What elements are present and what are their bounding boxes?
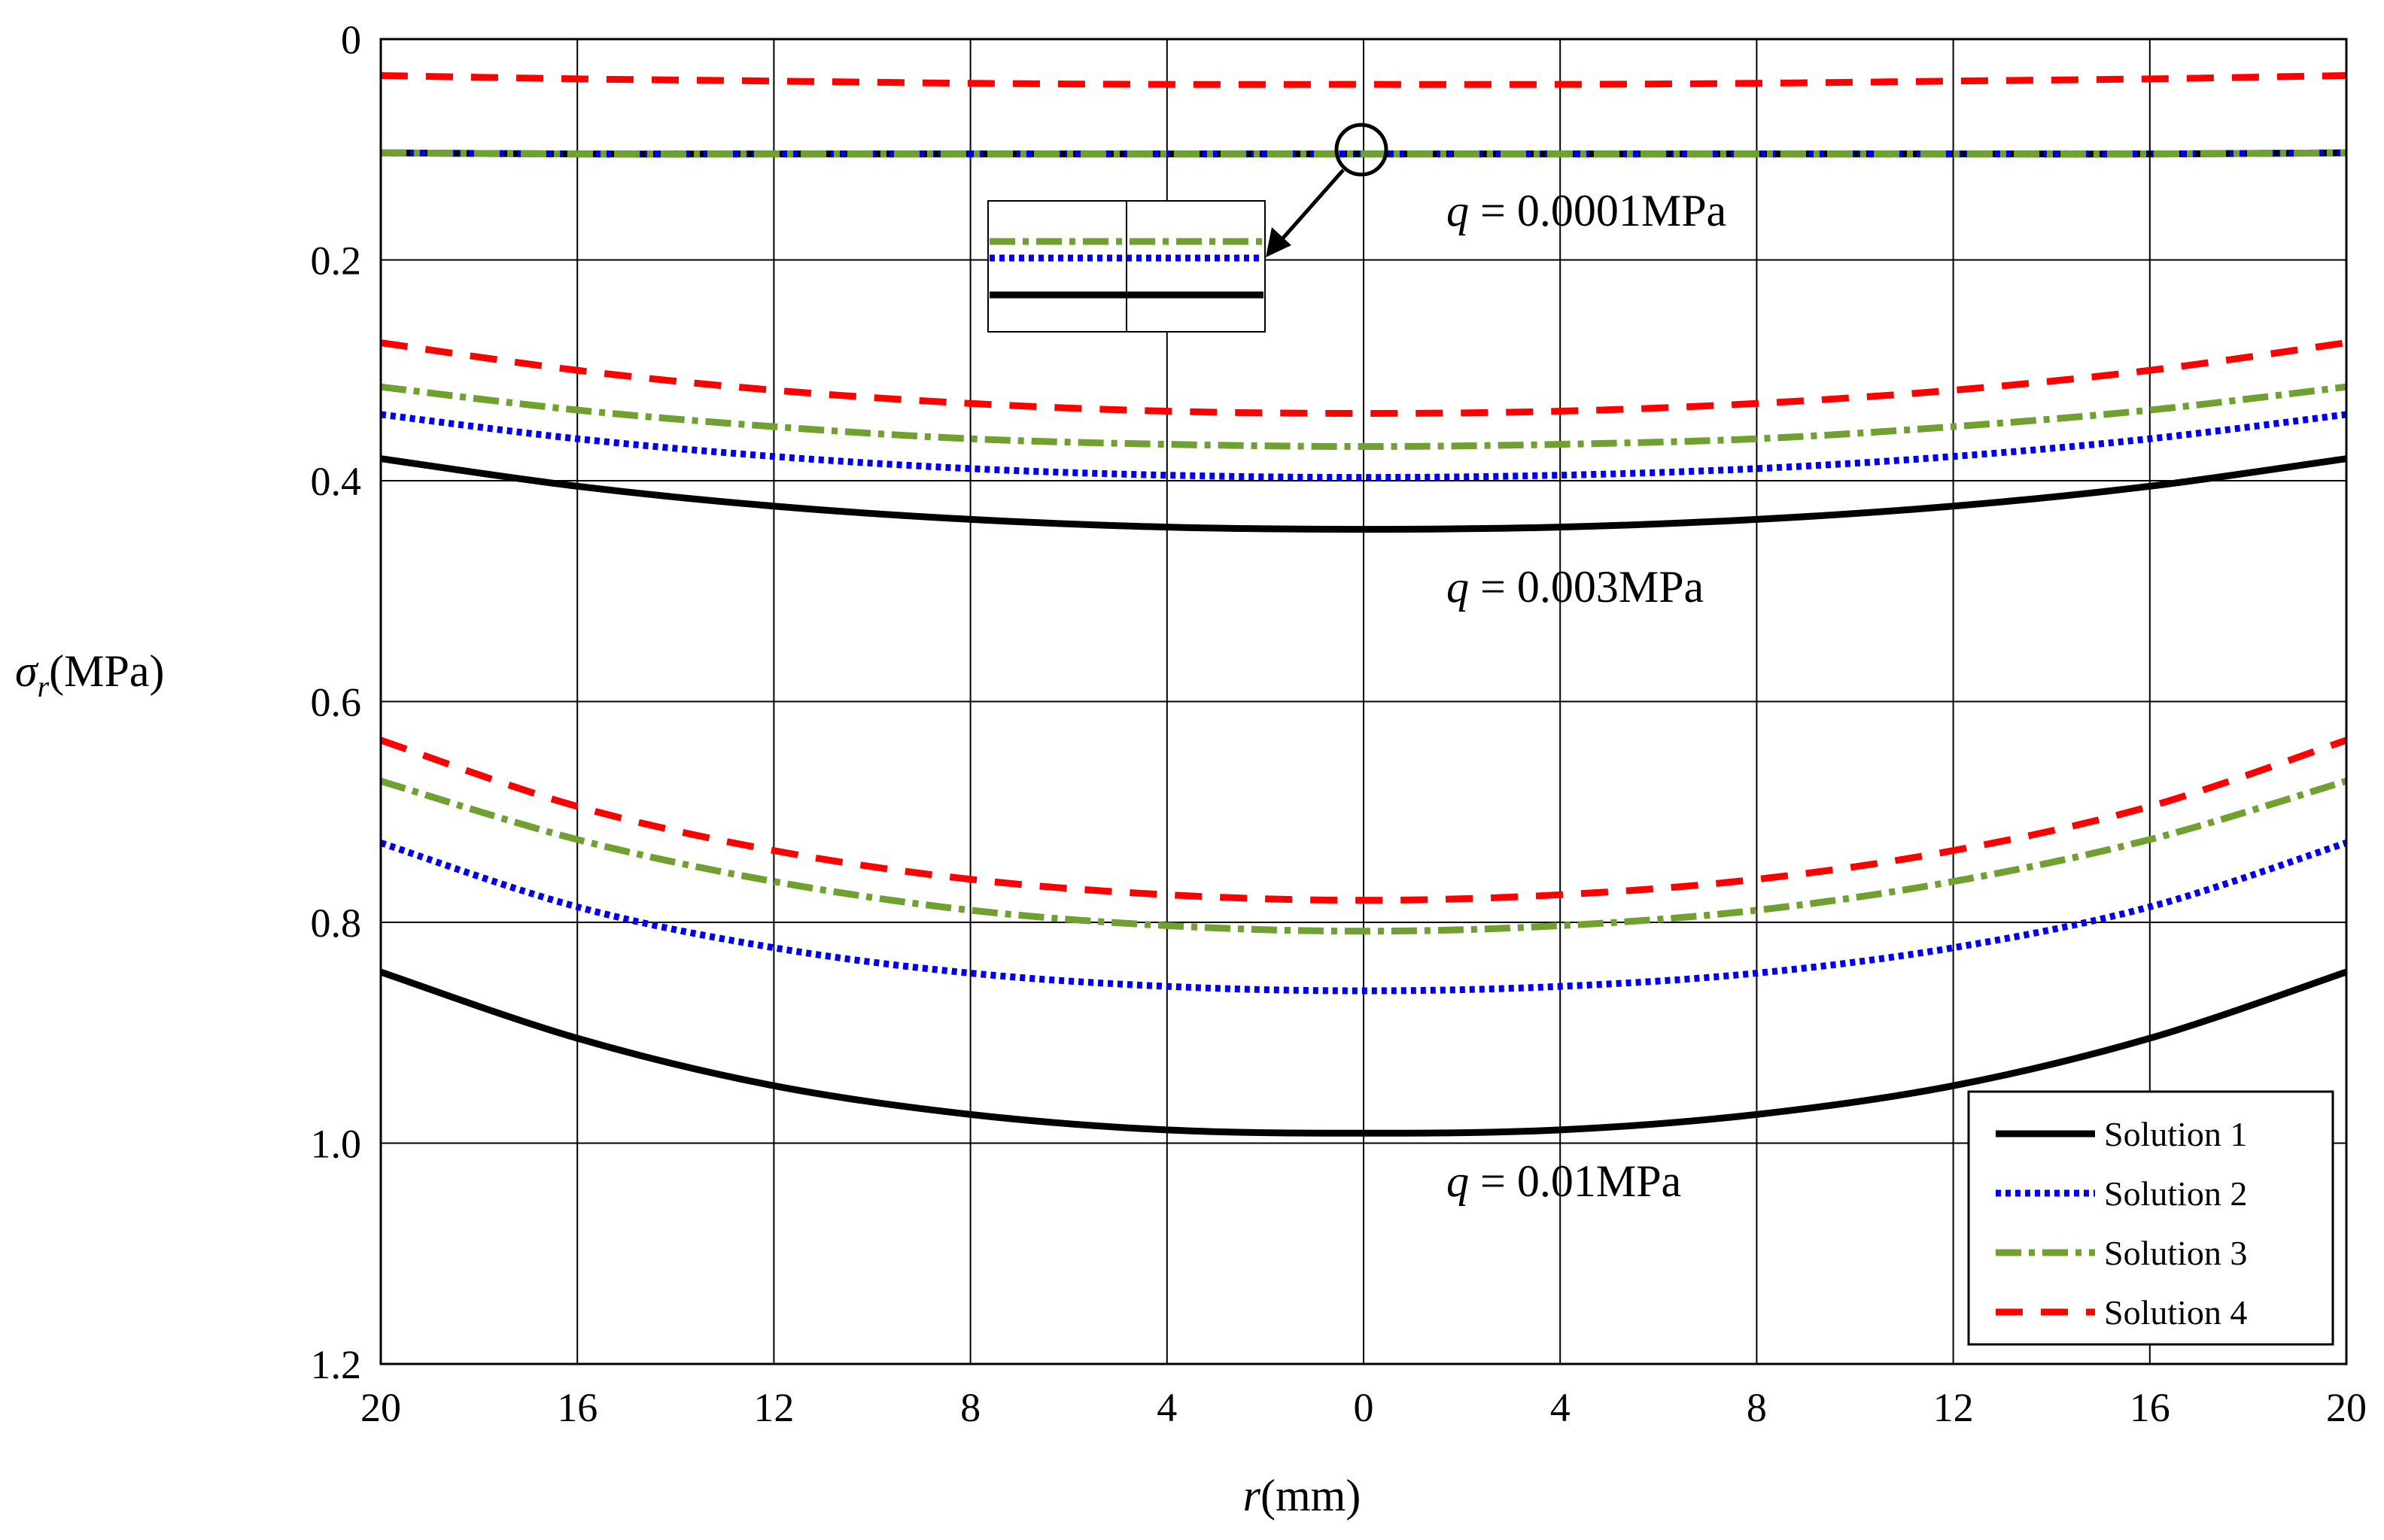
- load-symbol: q: [1446, 186, 1469, 235]
- y-tick-label: 0.4: [311, 459, 362, 504]
- zoom-callout: [987, 123, 1388, 333]
- load-symbol: q: [1446, 562, 1469, 612]
- load-label-2: q = 0.003MPa: [1446, 562, 1704, 612]
- x-axis-symbol: r: [1243, 1471, 1261, 1520]
- y-tick-label: 0.6: [311, 680, 362, 725]
- x-tick-label: 4: [1157, 1385, 1177, 1430]
- series-line-solution-1-group-3: [379, 968, 2348, 1137]
- series-line-solution-3-group-2: [380, 383, 2347, 451]
- zoom-circle: [1334, 123, 1388, 177]
- x-tick-labels: 20 16 12 8 4 0 4 8 12 16 20: [360, 1385, 2367, 1430]
- y-tick-label: 0.8: [311, 901, 362, 946]
- y-tick-label: 1.0: [311, 1122, 362, 1167]
- series-line-solution-4-group-2: [380, 339, 2347, 417]
- zoom-arrow: [1278, 169, 1345, 244]
- y-axis-symbol: σ: [15, 646, 39, 696]
- y-tick-label: 1.2: [311, 1342, 362, 1387]
- legend-label-solution-3: Solution 3: [2104, 1234, 2247, 1272]
- x-axis-unit: (mm): [1260, 1471, 1361, 1520]
- zoom-inset: [987, 200, 1266, 333]
- x-tick-label: 8: [1747, 1385, 1767, 1430]
- x-tick-label: 0: [1354, 1385, 1374, 1430]
- x-tick-label: 4: [1550, 1385, 1571, 1430]
- svg-text:r(mm): r(mm): [1243, 1471, 1361, 1520]
- x-tick-label: 16: [557, 1385, 598, 1430]
- series-line-solution-1-group-2: [380, 455, 2347, 533]
- load-label-1: q = 0.0001MPa: [1446, 186, 1726, 235]
- load-value: = 0.01MPa: [1469, 1156, 1681, 1206]
- load-symbol: q: [1446, 1156, 1469, 1206]
- series-line-solution-4-group-3: [379, 737, 2348, 904]
- y-axis-title: σr(MPa): [15, 646, 164, 703]
- svg-text:σr(MPa): σr(MPa): [15, 646, 164, 703]
- series-line-solution-4-group-1: [380, 71, 2347, 88]
- legend-label-solution-4: Solution 4: [2104, 1293, 2247, 1332]
- x-tick-label: 12: [1933, 1385, 1974, 1430]
- series-layer: [379, 71, 2348, 1137]
- x-tick-label: 20: [360, 1385, 401, 1430]
- legend-label-solution-1: Solution 1: [2104, 1115, 2247, 1153]
- series-line-solution-3-group-1: [380, 149, 2347, 158]
- y-tick-label: 0: [341, 17, 361, 62]
- x-tick-label: 16: [2130, 1385, 2170, 1430]
- series-line-solution-2-group-3: [379, 840, 2348, 995]
- x-tick-label: 20: [2326, 1385, 2367, 1430]
- x-axis-title: r(mm): [1243, 1471, 1361, 1520]
- x-tick-label: 8: [960, 1385, 981, 1430]
- series-line-solution-2-group-2: [380, 411, 2347, 481]
- y-tick-labels: 0 0.2 0.4 0.6 0.8 1.0 1.2: [311, 17, 362, 1387]
- legend: Solution 1 Solution 2 Solution 3 Solution 4: [1967, 1090, 2334, 1346]
- zoom-arrowhead: [1266, 227, 1291, 257]
- load-label-3: q = 0.01MPa: [1446, 1156, 1681, 1206]
- y-axis-unit: (MPa): [49, 646, 164, 696]
- y-tick-label: 0.2: [311, 238, 362, 284]
- load-value: = 0.003MPa: [1469, 562, 1704, 612]
- plot-frame: [379, 38, 2348, 1365]
- load-value: = 0.0001MPa: [1469, 186, 1726, 235]
- legend-label-solution-2: Solution 2: [2104, 1174, 2247, 1213]
- series-line-solution-3-group-3: [379, 777, 2348, 935]
- x-tick-label: 12: [753, 1385, 794, 1430]
- y-axis-subscript: r: [38, 670, 50, 703]
